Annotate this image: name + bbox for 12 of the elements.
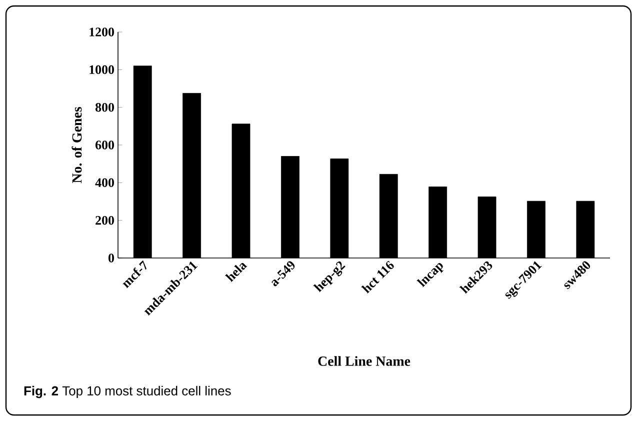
y-tick-label: 800 [95,102,114,112]
x-axis-title: Cell Line Name [318,356,410,366]
y-tick-label: 200 [96,216,114,225]
y-tick-label: 1200 [90,28,114,36]
y-axis-title: No. of Genes [72,106,82,184]
x-tick-label: hela [224,262,248,282]
y-tick-label: 1000 [90,65,114,74]
text: Fig. 2 Top 10 most studied cell lines [24,386,231,398]
y-tick-label: 600 [95,140,114,150]
y-tick-label: 0 [108,254,114,262]
y-tick-label: 400 [95,178,114,188]
x-tick-label: hct 116 [361,260,394,294]
